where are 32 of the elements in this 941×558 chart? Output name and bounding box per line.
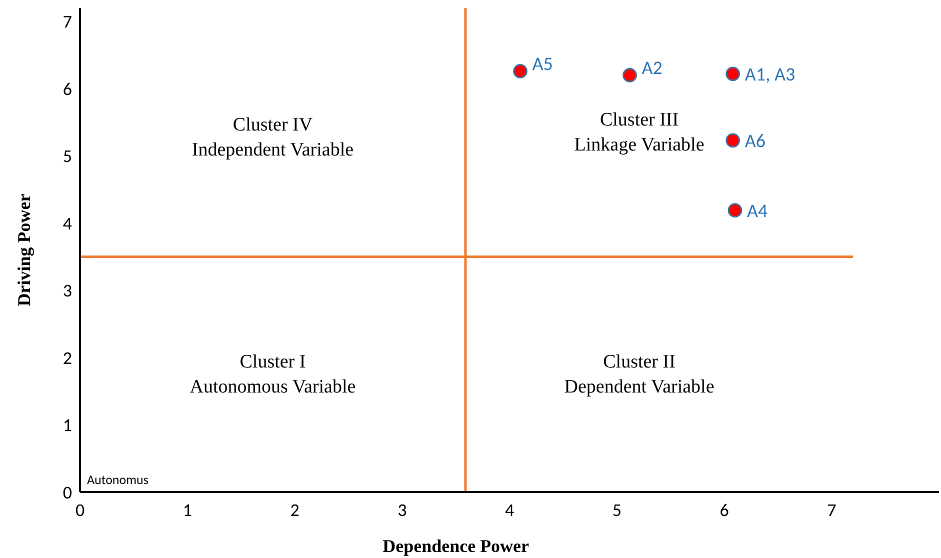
x-tick-label: 7 xyxy=(827,499,836,521)
annotation: Cluster IV Independent Variable xyxy=(192,114,354,160)
annotation: A6 xyxy=(744,130,766,154)
x-axis-title: Dependence Power xyxy=(382,536,530,556)
y-axis-title: Driving Power xyxy=(14,194,34,306)
annotation: A1, A3 xyxy=(744,64,796,87)
annotation: Cluster II Dependent Variable xyxy=(564,351,714,398)
annotation: Cluster III Linkage Variable xyxy=(574,109,704,156)
x-tick-label: 3 xyxy=(398,499,407,521)
x-tick-label: 2 xyxy=(290,499,300,521)
point xyxy=(726,66,740,82)
point xyxy=(726,133,740,148)
annotation: A5 xyxy=(532,52,553,76)
annotation: Cluster I Autonomous Variable xyxy=(190,351,356,398)
y-tick-label: 3 xyxy=(62,280,72,302)
x-tick-label: 4 xyxy=(504,499,514,521)
x-tick-label: 1 xyxy=(182,499,192,521)
y-tick-label: 6 xyxy=(62,78,72,100)
y-tick-label: 7 xyxy=(62,10,72,33)
point xyxy=(728,203,742,218)
point xyxy=(513,64,528,78)
y-tick-label: 0 xyxy=(62,481,72,504)
x-tick-label: 6 xyxy=(720,499,729,521)
y-tick-label: 4 xyxy=(62,212,72,234)
annotation: A2 xyxy=(642,56,662,80)
point xyxy=(622,68,637,82)
y-tick-label: 1 xyxy=(62,414,72,436)
x-tick-label: 5 xyxy=(612,499,622,521)
annotation: A4 xyxy=(746,200,768,223)
y-tick-label: 5 xyxy=(62,145,72,168)
y-tick-label: 2 xyxy=(62,346,72,369)
annotation: Autonomus xyxy=(87,473,148,488)
